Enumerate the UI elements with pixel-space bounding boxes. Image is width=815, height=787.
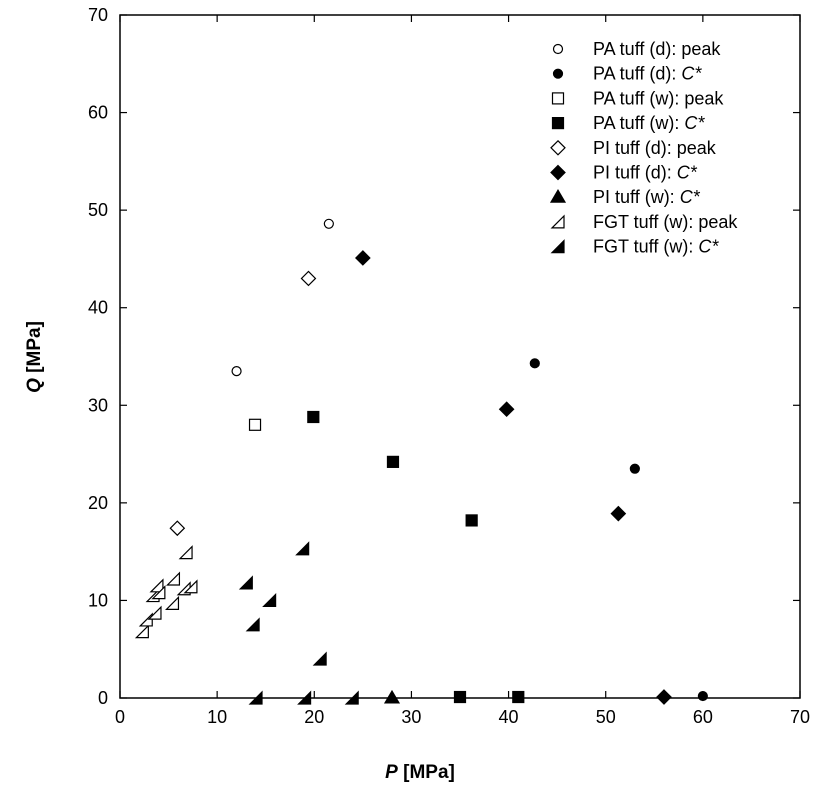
x-tick-label: 70 [790,707,810,727]
data-point [183,579,198,594]
data-point [610,505,627,522]
data-point [147,605,162,620]
x-tick-label: 0 [115,707,125,727]
data-point [297,690,312,705]
data-point [248,418,262,431]
legend-marker [550,239,565,254]
x-axis-title: P [MPa] [385,762,455,783]
data-point [248,690,263,705]
data-point [512,690,525,704]
x-tick-label: 40 [499,707,519,727]
x-tick-label: 30 [401,707,421,727]
legend-entry-label: PA tuff (d): peak [593,39,721,59]
legend-entry-label: FGT tuff (w): peak [593,212,738,232]
y-tick-label: 0 [98,688,108,708]
legend-entry-label: PA tuff (w): peak [593,88,724,108]
data-point [697,690,708,702]
data-point [629,463,640,474]
data-point [465,514,478,527]
y-tick-label: 60 [88,103,108,123]
legend-marker [550,164,566,181]
data-point [262,592,277,608]
data-point [529,358,540,369]
legend-marker [552,43,564,55]
x-tick-label: 60 [693,707,713,727]
legend-marker [549,189,567,203]
data-point [134,624,149,639]
legend-entry-label: PI tuff (w): C* [593,187,701,207]
legend-marker [551,92,565,105]
x-tick-label: 10 [207,707,227,727]
data-point [355,250,371,266]
legend-entry-label: PI tuff (d): C* [593,163,698,183]
legend-entry-label: PI tuff (d): peak [593,138,717,158]
x-tick-label: 50 [596,707,616,727]
legend-marker [550,214,565,229]
data-point [383,689,401,704]
y-tick-label: 10 [88,590,108,610]
data-point [238,575,253,590]
data-point [323,218,334,229]
legend-entry-label: PA tuff (w): C* [593,113,705,133]
data-point [386,455,400,468]
x-tick-label: 20 [304,707,324,727]
data-point [656,689,672,705]
data-point [453,690,467,704]
legend-entry-label: PA tuff (d): C* [593,64,702,84]
y-tick-label: 20 [88,493,108,513]
data-markers [134,218,708,705]
data-point [344,690,359,705]
data-point [498,401,515,418]
data-point [165,571,181,586]
data-point [231,366,242,377]
legend-marker [551,116,565,130]
legend-marker [550,139,566,156]
data-point [169,520,186,537]
data-point [138,612,153,627]
y-tick-label: 50 [88,200,108,220]
data-point [300,270,317,287]
y-tick-label: 40 [88,298,108,318]
data-point [151,585,166,600]
data-point [312,651,327,666]
legend-marker [552,68,564,79]
data-point [295,541,310,556]
data-point [245,617,260,632]
y-axis-title: Q [MPa] [24,321,45,393]
data-point [149,578,164,593]
y-tick-label: 30 [88,395,108,415]
data-point [178,545,193,560]
data-point [307,410,320,424]
y-tick-label: 70 [88,5,108,25]
legend-entry-label: FGT tuff (w): C* [593,237,719,257]
legend: PA tuff (d): peak PA tuff (d): C* PA tuff … [549,39,738,257]
data-point [165,595,180,610]
